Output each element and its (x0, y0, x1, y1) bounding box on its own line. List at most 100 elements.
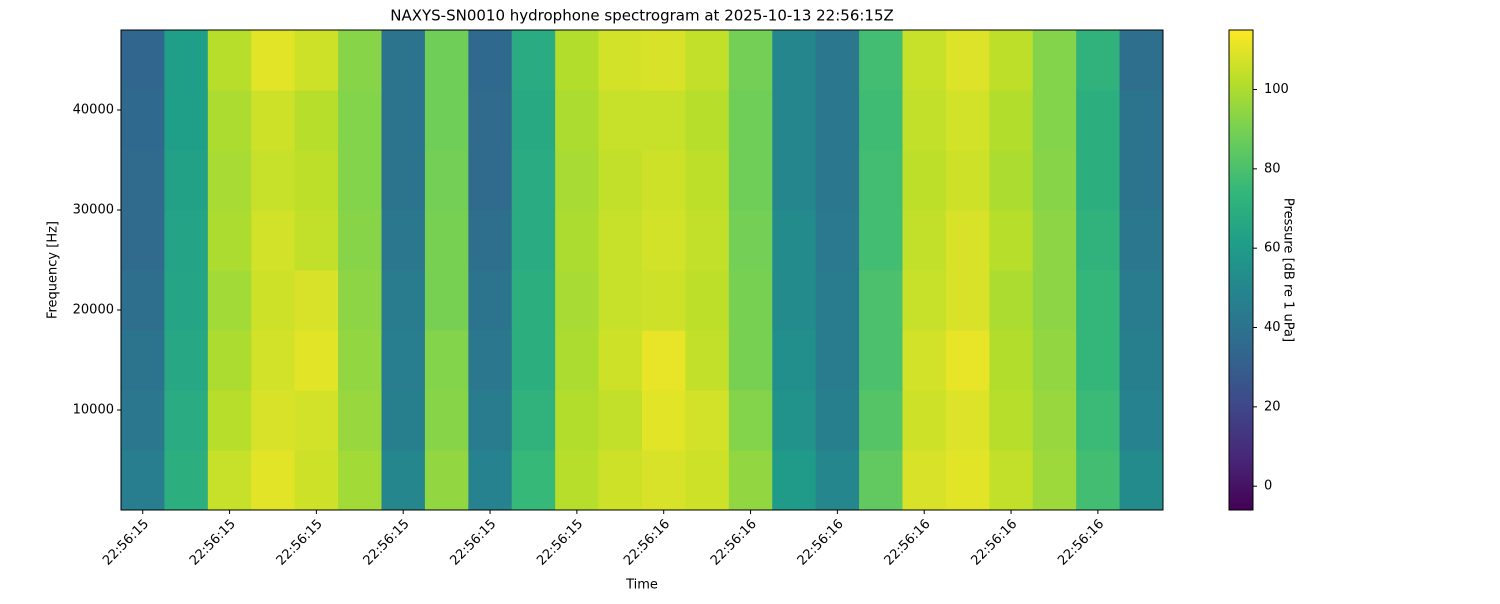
cell (859, 450, 903, 511)
cell (989, 450, 1034, 511)
cell (207, 150, 252, 211)
cell (251, 150, 296, 211)
cell (859, 150, 903, 211)
cell (859, 30, 903, 91)
cell (338, 270, 382, 331)
x-tick-label: 22:56:16 (968, 517, 1020, 569)
cell (1076, 30, 1121, 91)
cell (468, 150, 513, 211)
cell (902, 90, 947, 151)
cell (468, 450, 513, 511)
colorbar-tick-label: 80 (1264, 161, 1281, 176)
y-tick-label: 40000 (73, 103, 114, 118)
cell (598, 330, 643, 391)
cell (728, 150, 773, 211)
cell (164, 90, 209, 151)
cell (598, 270, 643, 331)
cell (772, 150, 817, 211)
cell (945, 210, 990, 271)
cell (1032, 30, 1077, 91)
cell (598, 450, 643, 511)
cell (164, 330, 209, 391)
cell (121, 90, 165, 151)
cell (121, 330, 165, 391)
cell (1119, 450, 1164, 511)
colorbar-label: Pressure [dB re 1 uPa] (1281, 198, 1296, 342)
cell (772, 450, 817, 511)
y-tick-label: 10000 (73, 403, 114, 418)
cell (207, 270, 252, 331)
cell (338, 30, 382, 91)
cell (989, 150, 1034, 211)
cell (989, 270, 1034, 331)
cell (989, 210, 1034, 271)
cell (1032, 450, 1077, 511)
cell (728, 210, 773, 271)
cell (1032, 270, 1077, 331)
cell (1032, 330, 1077, 391)
y-tick-label: 20000 (73, 303, 114, 318)
cell (468, 330, 513, 391)
cell (989, 330, 1034, 391)
cell (381, 30, 426, 91)
x-tick-label: 22:56:15 (534, 517, 586, 569)
cell (424, 390, 469, 451)
cell (511, 150, 556, 211)
cell (468, 30, 513, 91)
cell (164, 30, 209, 91)
cell (902, 270, 947, 331)
cell (468, 210, 513, 271)
cell (294, 150, 339, 211)
cell (251, 390, 296, 451)
cell (772, 30, 817, 91)
cell (815, 210, 860, 271)
cell (945, 30, 990, 91)
cell (381, 390, 426, 451)
colorbar-tick-label: 40 (1264, 320, 1281, 335)
cell (859, 210, 903, 271)
cell (902, 450, 947, 511)
cell (511, 90, 556, 151)
cell (685, 450, 730, 511)
cell (945, 90, 990, 151)
x-tick-label: 22:56:15 (274, 517, 326, 569)
cell (815, 330, 860, 391)
cell (511, 390, 556, 451)
cell (338, 90, 382, 151)
x-tick-label: 22:56:15 (447, 517, 499, 569)
cell (772, 270, 817, 331)
cell (1076, 90, 1121, 151)
cell (772, 210, 817, 271)
cell (815, 390, 860, 451)
cell (294, 270, 339, 331)
cell (945, 150, 990, 211)
colorbar-tick-label: 60 (1264, 241, 1281, 256)
cell (815, 30, 860, 91)
colorbar-tick-label: 20 (1264, 399, 1281, 414)
cell (164, 150, 209, 211)
cell (642, 90, 686, 151)
cell (381, 90, 426, 151)
cell (424, 270, 469, 331)
cell (902, 210, 947, 271)
cell (902, 390, 947, 451)
cell (989, 90, 1034, 151)
cell (381, 450, 426, 511)
cell (424, 150, 469, 211)
cell (1119, 210, 1164, 271)
cell (207, 450, 252, 511)
cell (685, 390, 730, 451)
cell (728, 390, 773, 451)
cell (642, 30, 686, 91)
cell (1076, 210, 1121, 271)
cell (381, 210, 426, 271)
cell (598, 90, 643, 151)
cell (338, 210, 382, 271)
cell (251, 270, 296, 331)
cell (207, 210, 252, 271)
cell (424, 450, 469, 511)
cell (511, 270, 556, 331)
cell (251, 210, 296, 271)
cell (207, 390, 252, 451)
x-tick-label: 22:56:15 (100, 517, 152, 569)
